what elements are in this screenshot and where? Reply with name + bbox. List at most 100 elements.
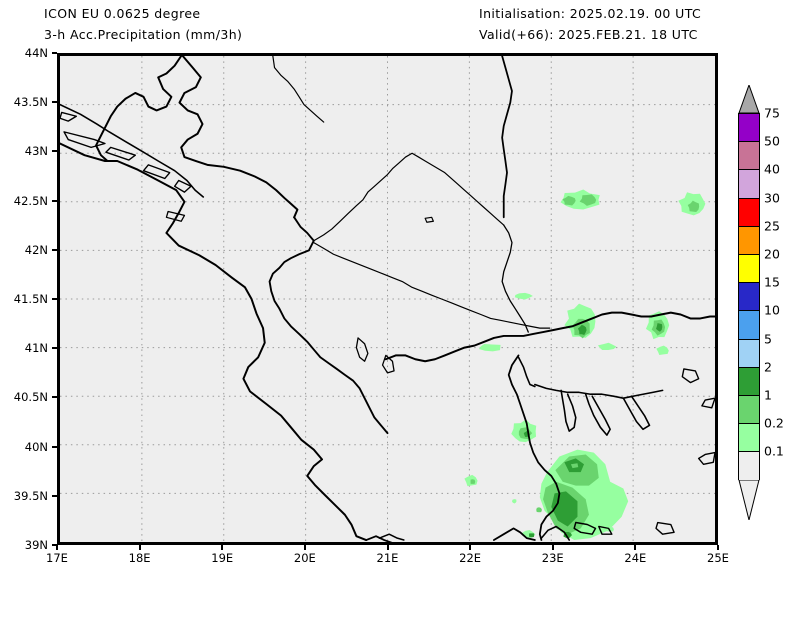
lat-tick bbox=[52, 445, 57, 448]
precip-core-small-w bbox=[470, 479, 476, 484]
colorbar-tick-label: 5 bbox=[764, 331, 772, 347]
colorbar-segment bbox=[738, 169, 760, 198]
colorbar-tick-label: 25 bbox=[764, 218, 780, 234]
precip-patch-mid bbox=[597, 342, 617, 350]
precip-core-north-a2 bbox=[579, 194, 597, 206]
island-brac bbox=[60, 111, 78, 122]
border-albania-east bbox=[268, 216, 389, 435]
colorbar-tick-label: 10 bbox=[764, 302, 780, 318]
colorbar-segment bbox=[738, 338, 760, 367]
greece-coast-pelion bbox=[540, 525, 571, 541]
colorbar-segment bbox=[738, 197, 760, 226]
colorbar-segment bbox=[738, 141, 760, 170]
lat-tick bbox=[52, 150, 57, 153]
colorbar-segment bbox=[738, 225, 760, 254]
island-alonnisos bbox=[598, 525, 613, 535]
island-korcula bbox=[142, 164, 171, 180]
chalkidiki-north-coast bbox=[534, 383, 664, 399]
precip-patch-west bbox=[478, 344, 501, 352]
lon-tick bbox=[386, 545, 389, 550]
lat-tick bbox=[52, 199, 57, 202]
colorbar-tick-label: 1 bbox=[764, 387, 772, 403]
lat-tick-label: 43N bbox=[24, 144, 48, 159]
adriatic-coastline bbox=[60, 142, 368, 542]
greece-coast-west bbox=[365, 535, 393, 542]
coast-inner-strip bbox=[60, 103, 205, 198]
colorbar-over-arrow bbox=[738, 83, 760, 114]
island-skyros bbox=[655, 521, 675, 535]
model-title: ICON EU 0.0625 degree bbox=[44, 6, 201, 21]
border-serbia-bulgaria bbox=[501, 56, 513, 219]
colorbar-segment bbox=[738, 395, 760, 424]
lat-tick-label: 43.5N bbox=[13, 95, 48, 110]
border-serbia-inner-west bbox=[272, 56, 325, 123]
colorbar-under-arrow bbox=[738, 479, 760, 520]
lat-tick bbox=[52, 248, 57, 251]
island-small-a bbox=[173, 179, 192, 193]
lat-tick bbox=[52, 544, 57, 546]
coast-thermaic bbox=[517, 356, 536, 388]
precip-core-greece-b2 bbox=[656, 323, 663, 332]
lat-tick-label: 44N bbox=[24, 46, 48, 60]
lon-tick-label: 24E bbox=[624, 551, 647, 565]
precipitation-layer bbox=[464, 189, 706, 541]
lat-tick-label: 42N bbox=[24, 242, 48, 257]
field-title: 3-h Acc.Precipitation (mm/3h) bbox=[44, 27, 243, 42]
lon-tick bbox=[56, 545, 58, 550]
colorbar-segment bbox=[738, 451, 760, 480]
coast-pieria-thessaly bbox=[507, 354, 561, 541]
precip-core-north-b bbox=[687, 200, 700, 212]
colorbar-tick-label: 75 bbox=[764, 105, 780, 121]
colorbar-tick-label: 0.2 bbox=[764, 415, 784, 431]
colorbar-segment bbox=[738, 310, 760, 339]
border-kosovo bbox=[313, 152, 505, 242]
lake-prespa bbox=[381, 354, 395, 374]
lat-tick-label: 41.5N bbox=[13, 292, 48, 306]
lat-tick bbox=[52, 52, 57, 54]
lat-tick bbox=[52, 298, 57, 300]
lake-ohrid bbox=[355, 337, 369, 362]
lat-tick-label: 42.5N bbox=[13, 193, 48, 208]
colorbar-tick-label: 20 bbox=[764, 246, 780, 262]
border-north-macedonia-north bbox=[313, 242, 551, 329]
island-samothraki bbox=[701, 397, 715, 409]
precip-patch-east bbox=[656, 345, 669, 356]
border-bulgaria-macedonia bbox=[501, 224, 529, 333]
lon-tick-label: 20E bbox=[293, 551, 316, 565]
lat-tick bbox=[52, 101, 57, 104]
lon-tick-label: 22E bbox=[459, 551, 482, 565]
lake-small-inland bbox=[424, 216, 434, 223]
lat-tick-label: 39N bbox=[24, 538, 48, 552]
lon-tick bbox=[634, 545, 637, 550]
precip-sw-corner-core bbox=[529, 533, 535, 538]
border-bih-west bbox=[95, 56, 183, 162]
lon-tick bbox=[303, 545, 306, 550]
colorbar-segment bbox=[738, 366, 760, 395]
initialisation-time: Initialisation: 2025.02.19. 00 UTC bbox=[479, 6, 702, 21]
colorbar-tick-label: 15 bbox=[764, 274, 780, 290]
lon-tick bbox=[551, 545, 554, 550]
peninsula-athos bbox=[622, 395, 651, 431]
precip-core-north-a1 bbox=[562, 195, 576, 206]
island-lemnos bbox=[697, 451, 715, 465]
colorbar-tick-label: 2 bbox=[764, 359, 772, 375]
lon-tick-label: 18E bbox=[128, 551, 151, 565]
lon-tick bbox=[717, 545, 719, 550]
lat-tick-label: 39.5N bbox=[13, 488, 48, 503]
lat-tick bbox=[52, 396, 57, 399]
lon-tick-label: 17E bbox=[46, 551, 68, 565]
colorbar-tick-label: 50 bbox=[764, 133, 780, 149]
lon-tick bbox=[469, 545, 472, 550]
island-thasos bbox=[681, 368, 700, 384]
lat-tick-label: 41N bbox=[24, 341, 48, 356]
coastlines-borders-layer bbox=[60, 56, 715, 542]
colorbar-tick-label: 40 bbox=[764, 161, 780, 177]
colorbar-segment bbox=[738, 254, 760, 283]
precip-streak-sw bbox=[514, 292, 533, 300]
colorbar-segment bbox=[738, 423, 760, 452]
colorbar-tick-label: 0.1 bbox=[764, 443, 784, 459]
peninsula-sithonia bbox=[584, 393, 611, 436]
lon-tick bbox=[221, 545, 224, 550]
precip-core-greece-a2 bbox=[577, 324, 587, 335]
lon-tick-label: 25E bbox=[707, 551, 729, 565]
